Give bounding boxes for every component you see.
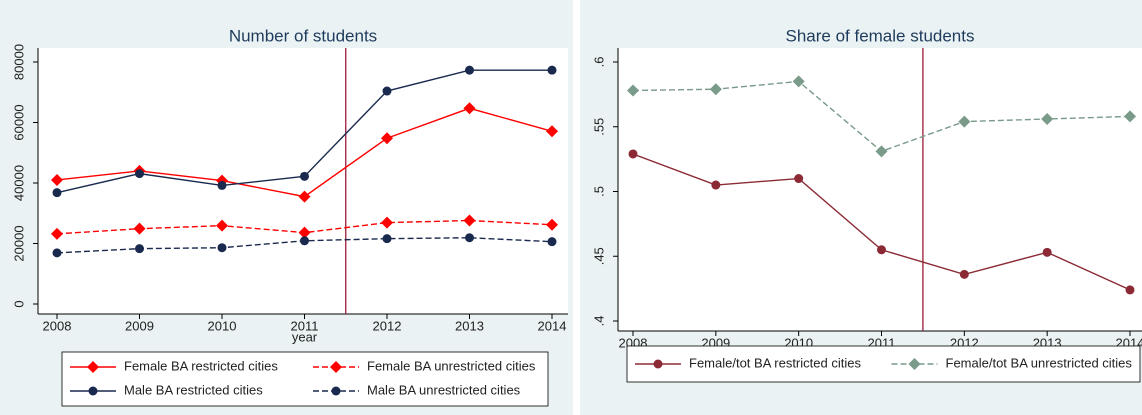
marker [52,248,62,258]
marker [298,190,311,203]
y-tick-label: 60000 [11,104,26,140]
marker [792,75,805,88]
marker [709,83,722,96]
chart: Share of female students.4.45.5.55.62008… [580,0,1142,415]
x-tick-label: 2008 [43,318,72,333]
marker [958,115,971,128]
marker [1124,110,1136,123]
legend-label: Female BA unrestricted cities [367,358,536,373]
y-tick-label: 80000 [11,44,26,80]
marker [133,222,146,235]
chart: Number of students 0 20000 40000 60000 80000 2… [0,0,573,415]
marker [1041,112,1054,125]
marker [1042,247,1052,257]
marker [381,216,393,229]
marker [217,243,227,253]
marker [135,169,144,179]
plot-area [618,48,1142,331]
x-axis-label: year [292,329,318,344]
y-tick-label: .5 [591,186,606,197]
marker [711,180,721,190]
marker [216,219,228,232]
marker [627,84,639,97]
legend-box [626,345,1141,383]
marker [546,218,558,231]
marker [463,214,476,227]
marker [628,149,638,159]
marker [300,236,309,246]
marker [381,132,393,145]
marker [52,188,62,198]
marker [959,269,969,279]
legend-label: Female/tot BA unrestricted cities [946,355,1133,370]
y-tick-label: .45 [591,247,606,265]
marker [51,227,63,240]
legend-marker [653,359,663,369]
chart-title: Number of students [229,26,377,45]
plot-area [38,48,568,314]
chart-title: Share of female students [785,26,974,45]
marker [300,171,309,181]
y-tick-label: 40000 [11,165,26,201]
marker [877,245,886,255]
marker [298,226,311,239]
marker [547,237,557,247]
marker [547,65,557,75]
legend-box [61,351,549,407]
marker [463,102,476,115]
marker [51,173,63,186]
x-tick-label: 2012 [373,318,402,333]
legend-label: Female/tot BA restricted cities [689,355,861,370]
y-tick-label: .4 [591,316,606,327]
marker [546,125,558,138]
marker [465,233,474,243]
marker [217,180,227,190]
marker [1125,285,1135,295]
marker [382,234,392,244]
marker [465,65,474,75]
x-tick-label: 2011 [291,318,319,333]
marker [135,244,144,254]
x-tick-label: 2009 [125,318,154,333]
legend-label: Male BA restricted cities [124,382,263,397]
y-tick-label: .6 [591,57,606,68]
legend-marker [908,358,921,370]
marker [382,86,392,96]
legend-marker [331,386,341,396]
y-tick-label: 0 [11,300,26,307]
x-tick-label: 2014 [538,318,567,333]
legend-marker [330,361,342,373]
y-tick-label: .55 [591,118,606,136]
y-tick-label: 20000 [11,225,26,261]
legend-label: Male BA unrestricted cities [367,382,521,397]
legend-label: Female BA restricted cities [124,358,278,373]
marker [794,174,804,184]
legend-marker [87,361,99,373]
legend-marker [88,386,98,396]
marker [875,145,888,158]
x-tick-label: 2013 [455,318,484,333]
x-tick-label: 2010 [208,318,237,333]
